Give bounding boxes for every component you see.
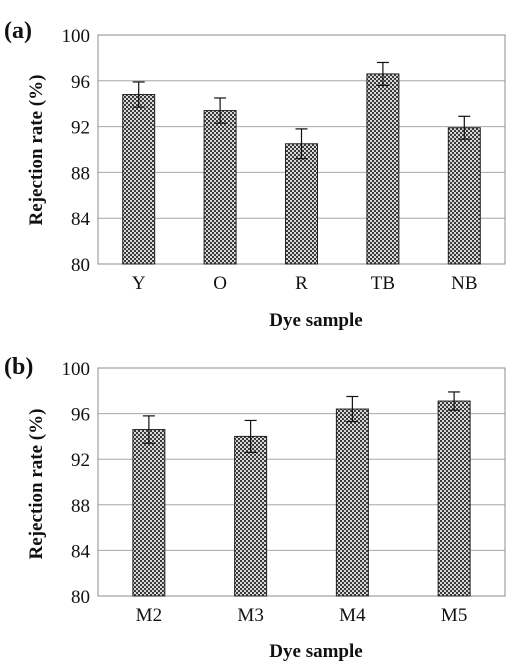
chart-a: 80 84 88 92 96 100 Y O R TB NB [62,26,506,294]
y-tick-label: 88 [71,163,90,184]
bar [285,143,318,265]
x-tick-label: Y [132,273,146,294]
chart-b: 80 84 88 92 96 100 M2 M3 M4 M5 [62,359,506,626]
x-tick-label: NB [451,273,477,294]
x-tick-label: M4 [339,605,366,626]
plot-frame [97,367,506,597]
y-axis-title-a: Rejection rate (%) [26,75,47,226]
y-tick-label: 100 [62,359,91,380]
x-tick-label: M2 [136,605,162,626]
panel-label-b: (b) [4,354,33,380]
y-axis-title-b: Rejection rate (%) [26,409,47,560]
bar [447,127,481,265]
x-axis-title-b: Dye sample [269,641,362,662]
y-tick-label: 88 [71,496,90,517]
x-tick-label: R [295,273,308,294]
bar [234,435,268,597]
bar [132,429,166,597]
y-tick-label: 96 [71,405,90,426]
panel-b: (b) 80 84 88 92 96 100 M2 M3 M4 M5 Dye sample Rej… [4,354,506,662]
y-tick-label: 92 [71,118,90,139]
y-tick-label: 92 [71,450,90,471]
x-tick-label: O [213,273,227,294]
bar [122,94,156,265]
x-tick-label: M5 [441,605,467,626]
y-tick-label: 100 [62,26,91,47]
panel-a: (a) 80 84 88 92 96 100 Y O R TB NB Dye sample Reje… [4,18,506,331]
x-tick-label: TB [371,273,395,294]
x-axis-title-a: Dye sample [269,310,362,331]
bar [437,400,471,597]
panel-label-a: (a) [4,18,32,44]
y-tick-label: 84 [71,209,91,230]
x-tick-label: M3 [237,605,263,626]
y-tick-label: 80 [71,587,90,608]
y-tick-label: 84 [71,541,91,562]
bar [366,73,400,265]
y-tick-label: 96 [71,72,90,93]
bar [335,408,369,597]
y-tick-label: 80 [71,255,90,276]
bar [203,110,237,265]
